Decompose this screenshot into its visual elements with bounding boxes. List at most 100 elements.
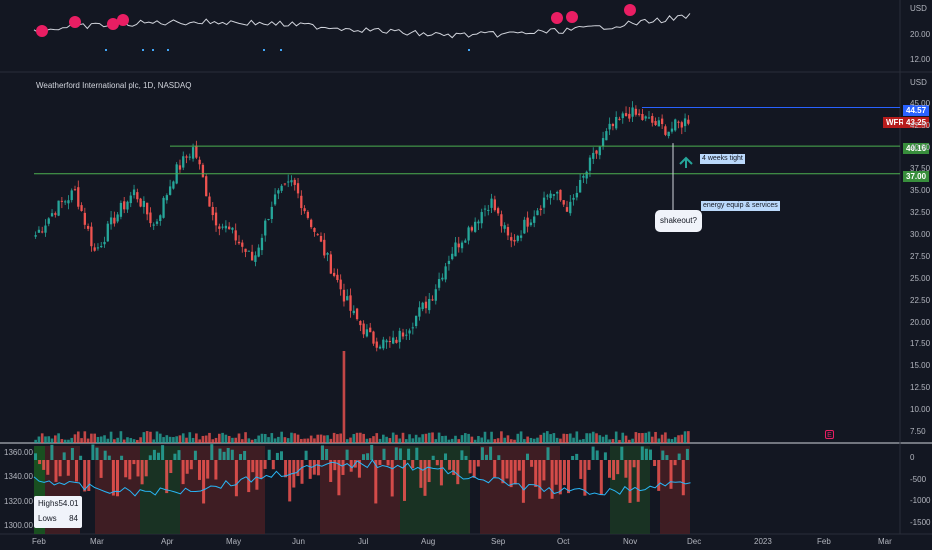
candle-body (349, 295, 352, 311)
candle-body (329, 254, 332, 274)
volume-bar (529, 437, 533, 443)
hl-bar (366, 453, 370, 460)
hl-bar (567, 460, 570, 494)
volume-bar (634, 432, 638, 443)
time-tick: Oct (557, 537, 570, 546)
candle-body (352, 310, 355, 314)
highs-lows-panel (33, 444, 691, 534)
hl-bar (83, 460, 87, 492)
hl-bar (333, 460, 337, 471)
candle-body (96, 247, 100, 249)
candle-body (569, 201, 572, 214)
volume-bar (211, 439, 215, 443)
hl-bar (271, 460, 275, 470)
candle-body (136, 192, 139, 200)
volume-bar (263, 434, 267, 443)
top-currency-label: USD (910, 4, 927, 13)
last-price-tag: 43.25 (903, 117, 930, 128)
volume-bar (424, 433, 428, 443)
volume-bar (598, 435, 602, 443)
candle-body (339, 279, 342, 290)
hl-bar (509, 460, 513, 488)
hl-left-tick: 1300.00 (4, 521, 33, 530)
candle-body (500, 214, 503, 227)
candle-body (290, 180, 293, 183)
hl-bar (251, 460, 255, 473)
volume-bar (644, 432, 648, 443)
volume-bar (40, 433, 44, 443)
candle-body (182, 156, 185, 168)
time-tick: Sep (491, 537, 506, 546)
hl-bar (669, 460, 673, 489)
volume-bar (578, 439, 582, 443)
volume-bar (470, 436, 474, 443)
candle-body (628, 113, 631, 119)
volume-bar (83, 431, 87, 443)
candle-body (496, 208, 500, 214)
candle-body (595, 150, 598, 154)
hl-bar (485, 454, 488, 460)
volume-bar (139, 437, 142, 443)
rs-new-high-dot (624, 4, 636, 16)
volume-bar (300, 438, 303, 443)
candle-body (178, 165, 182, 170)
rs-marker (142, 49, 144, 51)
volume-bar (464, 433, 467, 443)
candle-body (660, 118, 664, 125)
hl-bar (415, 447, 419, 460)
candle-body (605, 131, 608, 141)
rs-new-high-dot (107, 18, 119, 30)
hl-bar (75, 460, 78, 482)
hl-bar (169, 460, 173, 474)
candle-body (234, 230, 237, 241)
volume-bar (86, 438, 90, 443)
candle-body (382, 339, 385, 349)
volume-bar (106, 438, 110, 443)
hl-bar (505, 460, 509, 479)
volume-bar (319, 434, 323, 443)
candle-body (241, 242, 244, 247)
volume-bar (431, 432, 434, 443)
volume-bar (326, 435, 329, 443)
hl-bar (644, 448, 648, 460)
hl-zone (320, 446, 400, 534)
hl-bar (280, 451, 283, 460)
candle-body (421, 302, 424, 310)
volume-bar (441, 435, 444, 443)
time-tick: 2023 (754, 537, 772, 546)
volume-bar (460, 435, 464, 443)
earnings-badge[interactable]: E (825, 430, 834, 439)
hl-bar (513, 460, 517, 485)
candle-body (651, 116, 654, 123)
hl-left-tick: 1360.00 (4, 448, 33, 457)
price-tick: 12.50 (910, 383, 931, 393)
volume-bar (408, 434, 411, 443)
volume-bar (342, 351, 346, 443)
candle-body (398, 330, 401, 343)
candle-body (598, 146, 601, 156)
hl-bar (439, 460, 443, 486)
volume-bar (60, 439, 64, 443)
volume-bar (516, 433, 520, 443)
volume-bar (673, 437, 677, 443)
volume-bar (198, 439, 201, 443)
volume-bar (588, 433, 592, 443)
candle-body (565, 207, 569, 212)
volume-bar (313, 438, 316, 443)
rs-new-high-dot (36, 25, 48, 37)
candle-body (680, 122, 683, 128)
top-tick: 20.00 (910, 30, 931, 39)
candle-body (385, 340, 388, 343)
candle-body (50, 213, 54, 217)
volume-bar (119, 431, 123, 443)
volume-bar (664, 432, 667, 443)
volume-bar (54, 435, 57, 443)
hl-bar (608, 460, 611, 478)
hl-bar (157, 452, 160, 460)
volume-bar (136, 439, 139, 443)
volume-bar (339, 433, 342, 443)
volume-bar (654, 431, 657, 443)
time-tick: Jun (292, 537, 305, 546)
volume-bar (611, 439, 615, 443)
